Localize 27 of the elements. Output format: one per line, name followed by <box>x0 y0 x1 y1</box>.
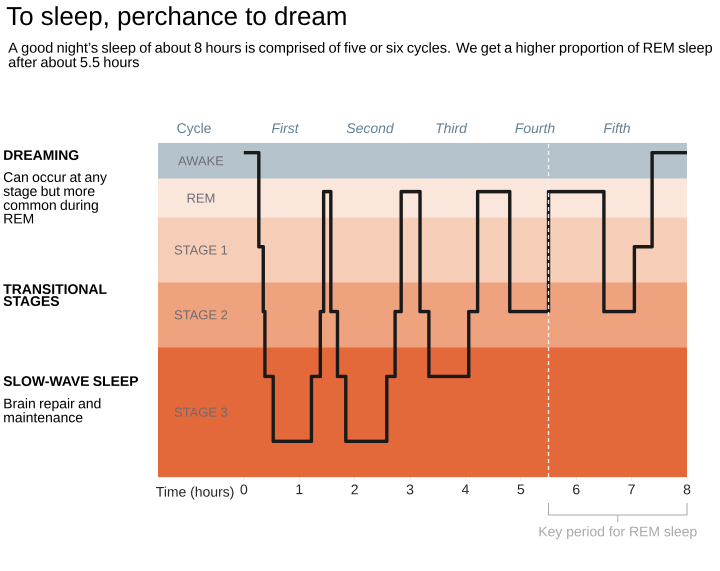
chart-subtitle: A good night’s sleep of about 8 hours is comprised of five or six cycles. We get a higher proportion of REM sleep after about 5.5 hours <box>8 42 712 68</box>
band-label: STAGE 2 <box>174 310 228 320</box>
x-tick-label: 2 <box>351 484 358 494</box>
x-tick-label: 5 <box>518 484 524 494</box>
chart-title: To sleep, perchance to dream <box>6 6 346 30</box>
x-tick-label: 4 <box>462 484 469 494</box>
text: Third <box>436 122 468 134</box>
band-label: STAGE 3 <box>174 408 228 417</box>
text: Key period for REM sleep <box>539 526 697 540</box>
text: Can occur at any stage but more common during REM <box>4 172 107 224</box>
x-tick-label: 3 <box>406 484 414 494</box>
x-tick-label: 0 <box>240 484 248 494</box>
x-axis-title: Time (hours) <box>156 486 234 500</box>
x-tick-label: 7 <box>628 484 635 494</box>
text: Second <box>346 122 394 134</box>
text: Cycle <box>177 122 211 136</box>
text: Brain repair and maintenance <box>4 398 100 422</box>
text: DREAMING <box>4 150 78 160</box>
text: First <box>272 122 300 134</box>
x-tick-label: 6 <box>573 484 580 494</box>
text: Fourth <box>515 122 555 134</box>
x-tick-label: 1 <box>296 484 302 494</box>
text: Fifth <box>604 122 630 134</box>
x-tick-label: 8 <box>684 484 690 494</box>
text: SLOW-WAVE SLEEP <box>4 376 138 386</box>
text: TRANSITIONAL STAGES <box>3 284 107 306</box>
band-label: AWAKE <box>178 156 224 166</box>
